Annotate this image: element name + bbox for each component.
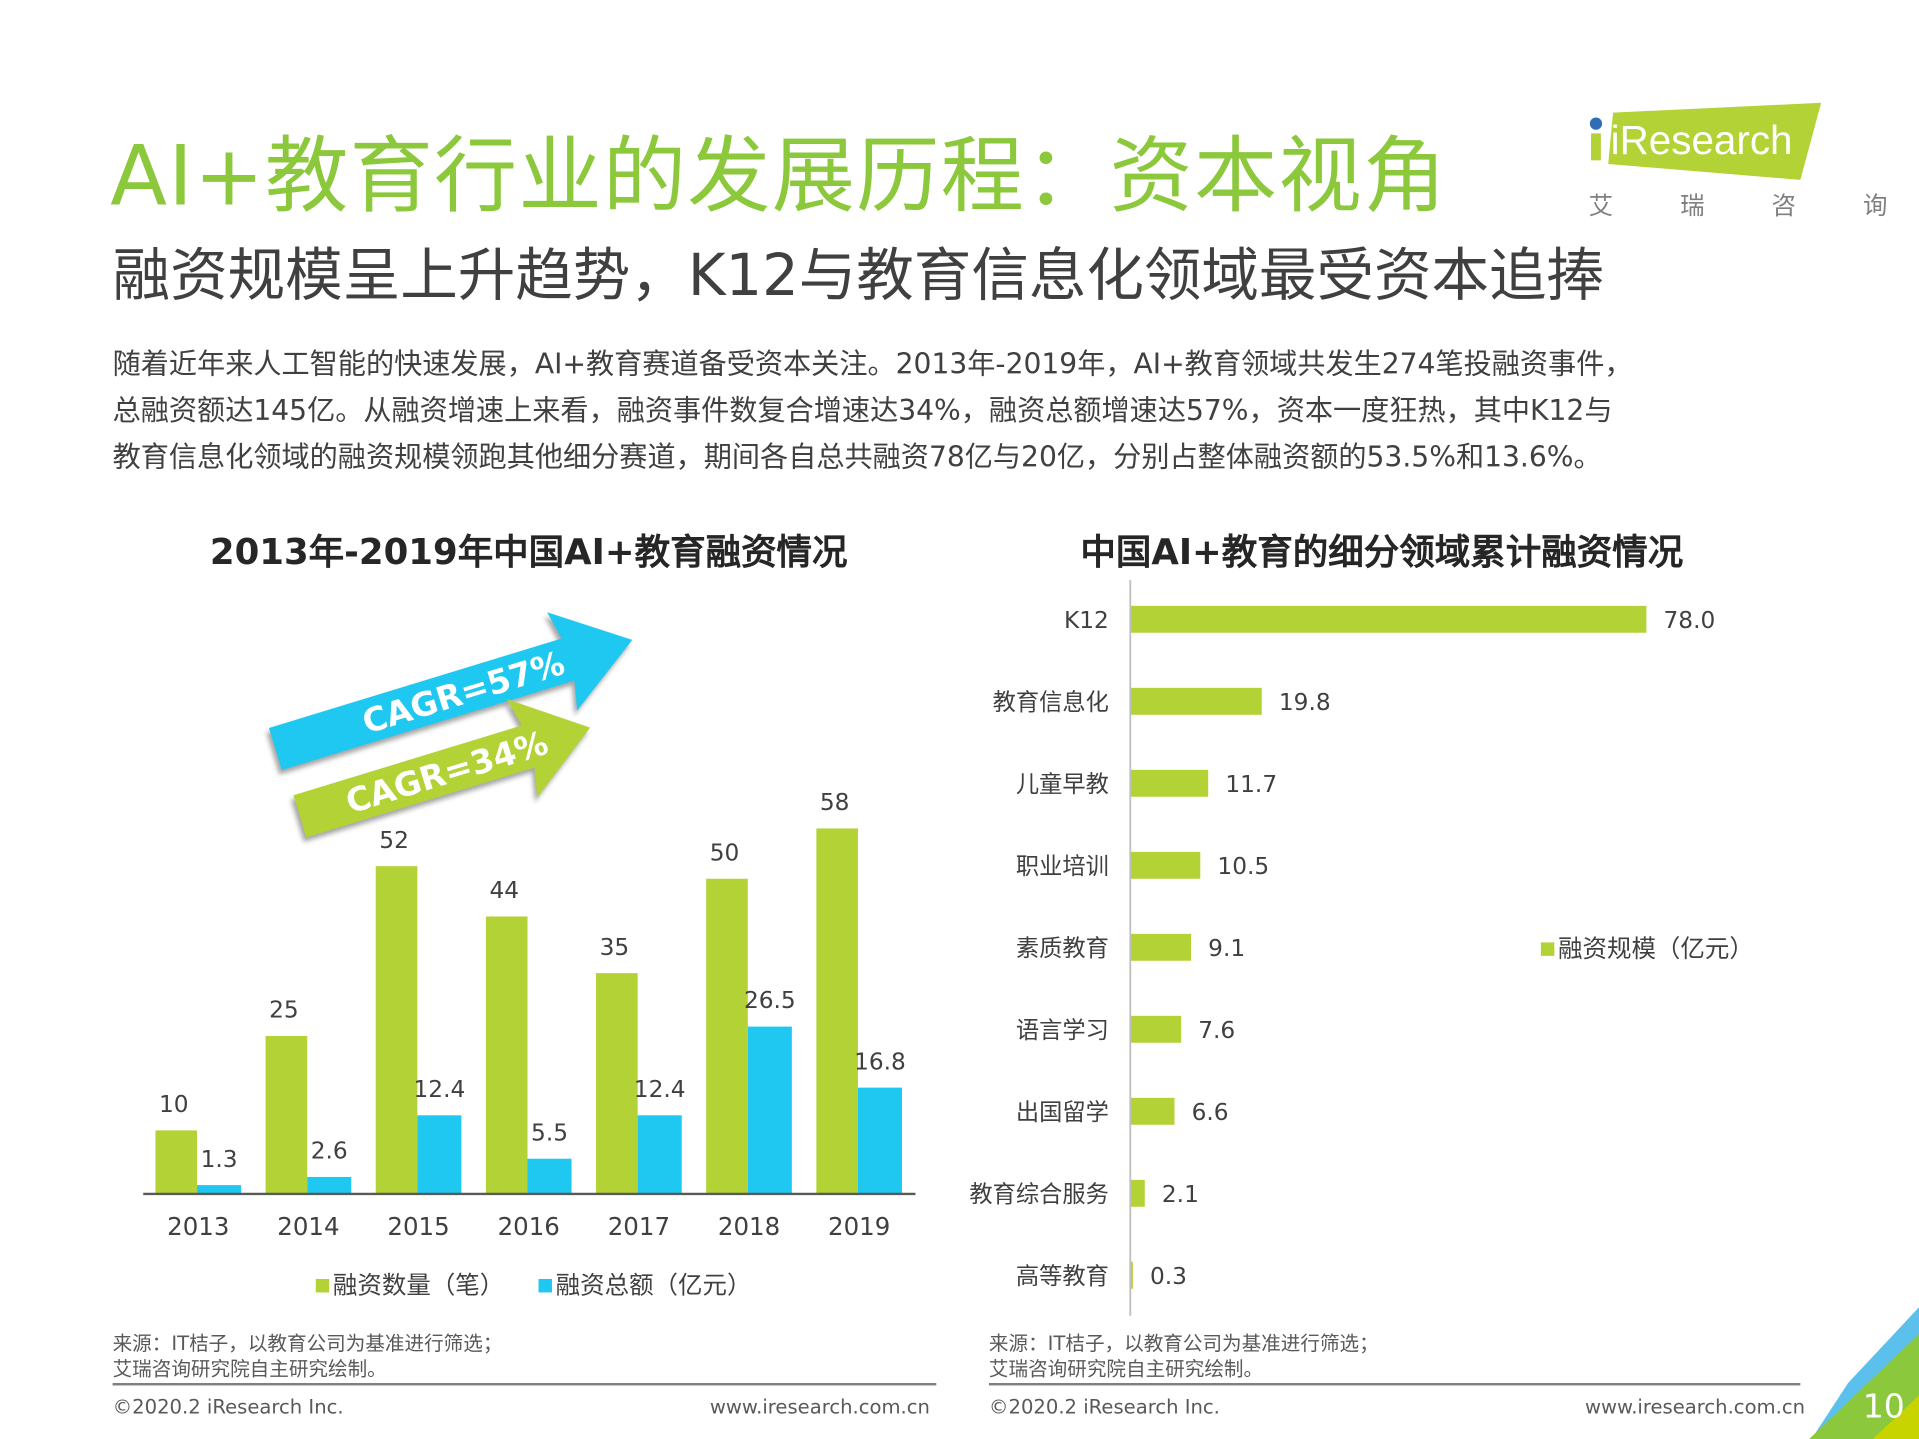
legend-label: 融资总额（亿元）	[555, 1270, 752, 1300]
x-tick-label: 2018	[718, 1212, 780, 1241]
data-label: 2.1	[1162, 1181, 1199, 1208]
website-left[interactable]: www.iresearch.com.cn	[709, 1395, 930, 1419]
right-chart-title: 中国AI+教育的细分领域累计融资情况	[1080, 531, 1684, 573]
data-label: 12.4	[413, 1076, 465, 1103]
logo-brand: iResearch	[1610, 117, 1793, 163]
y-tick-label: 教育综合服务	[969, 1181, 1109, 1208]
website-right[interactable]: www.iresearch.com.cn	[1584, 1395, 1806, 1419]
y-tick-label: 高等教育	[1016, 1263, 1109, 1290]
data-label: 50	[710, 839, 740, 866]
page-title: AI+教育行业的发展历程：资本视角	[110, 128, 1448, 226]
bar-2015-amount	[417, 1115, 462, 1194]
data-label: 25	[269, 997, 299, 1024]
data-label: 19.8	[1279, 689, 1331, 716]
bar-2014-amount	[307, 1176, 352, 1194]
bar-2019-count	[816, 828, 858, 1194]
bar-2013-amount	[197, 1185, 242, 1194]
data-label: 16.8	[854, 1048, 906, 1075]
bar-2019-amount	[857, 1087, 903, 1194]
body-line-1: 随着近年来人工智能的快速发展，AI+教育赛道备受资本关注。2013年-2019年…	[112, 348, 1633, 381]
data-label: 78.0	[1664, 607, 1716, 634]
y-tick-label: 教育信息化	[993, 689, 1109, 716]
copyright-right: ©2020.2 iResearch Inc.	[988, 1395, 1220, 1419]
legend-swatch-green	[315, 1278, 330, 1293]
data-label: 7.6	[1198, 1017, 1235, 1044]
iresearch-logo: iResearch 艾 瑞 咨 询	[1586, 100, 1887, 220]
x-tick-label: 2015	[387, 1212, 449, 1241]
legend-swatch-green	[1540, 942, 1555, 956]
y-tick-label: 素质教育	[1016, 935, 1109, 962]
left-chart-title: 2013年-2019年中国AI+教育融资情况	[209, 531, 848, 573]
bar-出国留学	[1130, 1097, 1175, 1125]
page-subtitle: 融资规模呈上升趋势，K12与教育信息化领域最受资本追捧	[112, 242, 1605, 310]
bar-2018-amount	[747, 1026, 792, 1194]
data-label: 6.6	[1192, 1099, 1229, 1126]
data-label: 1.3	[201, 1146, 238, 1173]
x-tick-label: 2013	[167, 1212, 229, 1241]
legend-swatch-blue	[538, 1278, 552, 1293]
legend-item-count: 融资数量（笔）	[315, 1266, 505, 1301]
bar-K12	[1130, 605, 1647, 633]
data-label: 12.4	[634, 1076, 686, 1103]
bar-2016-amount	[527, 1158, 572, 1194]
data-label: 10.5	[1217, 853, 1269, 880]
bar-职业培训	[1130, 851, 1201, 879]
body-line-3: 教育信息化领域的融资规模领跑其他细分赛道，期间各自总共融资78亿与20亿，分别占…	[112, 441, 1602, 474]
logo-chinese: 艾 瑞 咨 询	[1588, 190, 1905, 221]
bar-2017-count	[596, 973, 638, 1194]
footer-divider-right	[988, 1383, 1801, 1386]
bar-高等教育	[1130, 1261, 1133, 1289]
data-label: 5.5	[531, 1119, 568, 1146]
x-tick-label: 2016	[498, 1212, 560, 1241]
x-tick-label: 2017	[608, 1212, 670, 1241]
body-line-2: 总融资额达145亿。从融资增速上来看，融资事件数复合增速达34%，融资总额增速达…	[112, 395, 1613, 428]
source-right-1: 来源：IT桔子，以教育公司为基准进行筛选；	[988, 1331, 1379, 1355]
data-label: 9.1	[1208, 935, 1245, 962]
data-label: 58	[820, 789, 850, 816]
data-label: 2.6	[311, 1138, 348, 1165]
bar-教育综合服务	[1130, 1179, 1145, 1207]
bar-儿童早教	[1130, 769, 1209, 797]
logo-shape	[1589, 102, 1822, 180]
data-label: 10	[159, 1091, 189, 1118]
data-label: 26.5	[744, 987, 796, 1014]
source-right-2: 艾瑞咨询研究院自主研究绘制。	[988, 1357, 1264, 1381]
bar-语言学习	[1130, 1015, 1182, 1043]
bar-2014-count	[265, 1036, 308, 1194]
legend-label: 融资规模（亿元）	[1558, 933, 1754, 964]
bar-素质教育	[1130, 933, 1192, 961]
data-label: 11.7	[1225, 771, 1277, 798]
data-label: 52	[379, 827, 409, 854]
y-tick-label: 职业培训	[1016, 853, 1109, 880]
bar-2013-count	[155, 1130, 198, 1194]
legend-item-scale: 融资规模（亿元）	[1540, 929, 1754, 964]
bar-2018-count	[706, 878, 748, 1194]
footer-divider-left	[112, 1383, 937, 1386]
legend-label: 融资数量（笔）	[332, 1270, 505, 1300]
y-tick-label: 出国留学	[1016, 1099, 1109, 1126]
y-tick-label: 儿童早教	[1016, 771, 1109, 798]
data-label: 35	[600, 934, 630, 961]
data-label: 0.3	[1150, 1263, 1187, 1290]
x-tick-label: 2014	[277, 1212, 339, 1241]
bar-2015-count	[375, 866, 418, 1194]
data-label: 44	[489, 877, 519, 904]
source-left-2: 艾瑞咨询研究院自主研究绘制。	[112, 1357, 387, 1381]
y-tick-label: 语言学习	[1016, 1017, 1109, 1044]
page-number: 10	[1862, 1387, 1905, 1426]
bar-2016-count	[485, 916, 528, 1194]
bar-教育信息化	[1130, 687, 1262, 715]
source-left-1: 来源：IT桔子，以教育公司为基准进行筛选；	[112, 1331, 503, 1355]
legend-item-amount: 融资总额（亿元）	[538, 1266, 752, 1301]
y-tick-label: K12	[1064, 607, 1109, 634]
bar-2017-amount	[637, 1115, 682, 1194]
x-tick-label: 2019	[828, 1212, 890, 1241]
copyright-left: ©2020.2 iResearch Inc.	[112, 1395, 344, 1419]
